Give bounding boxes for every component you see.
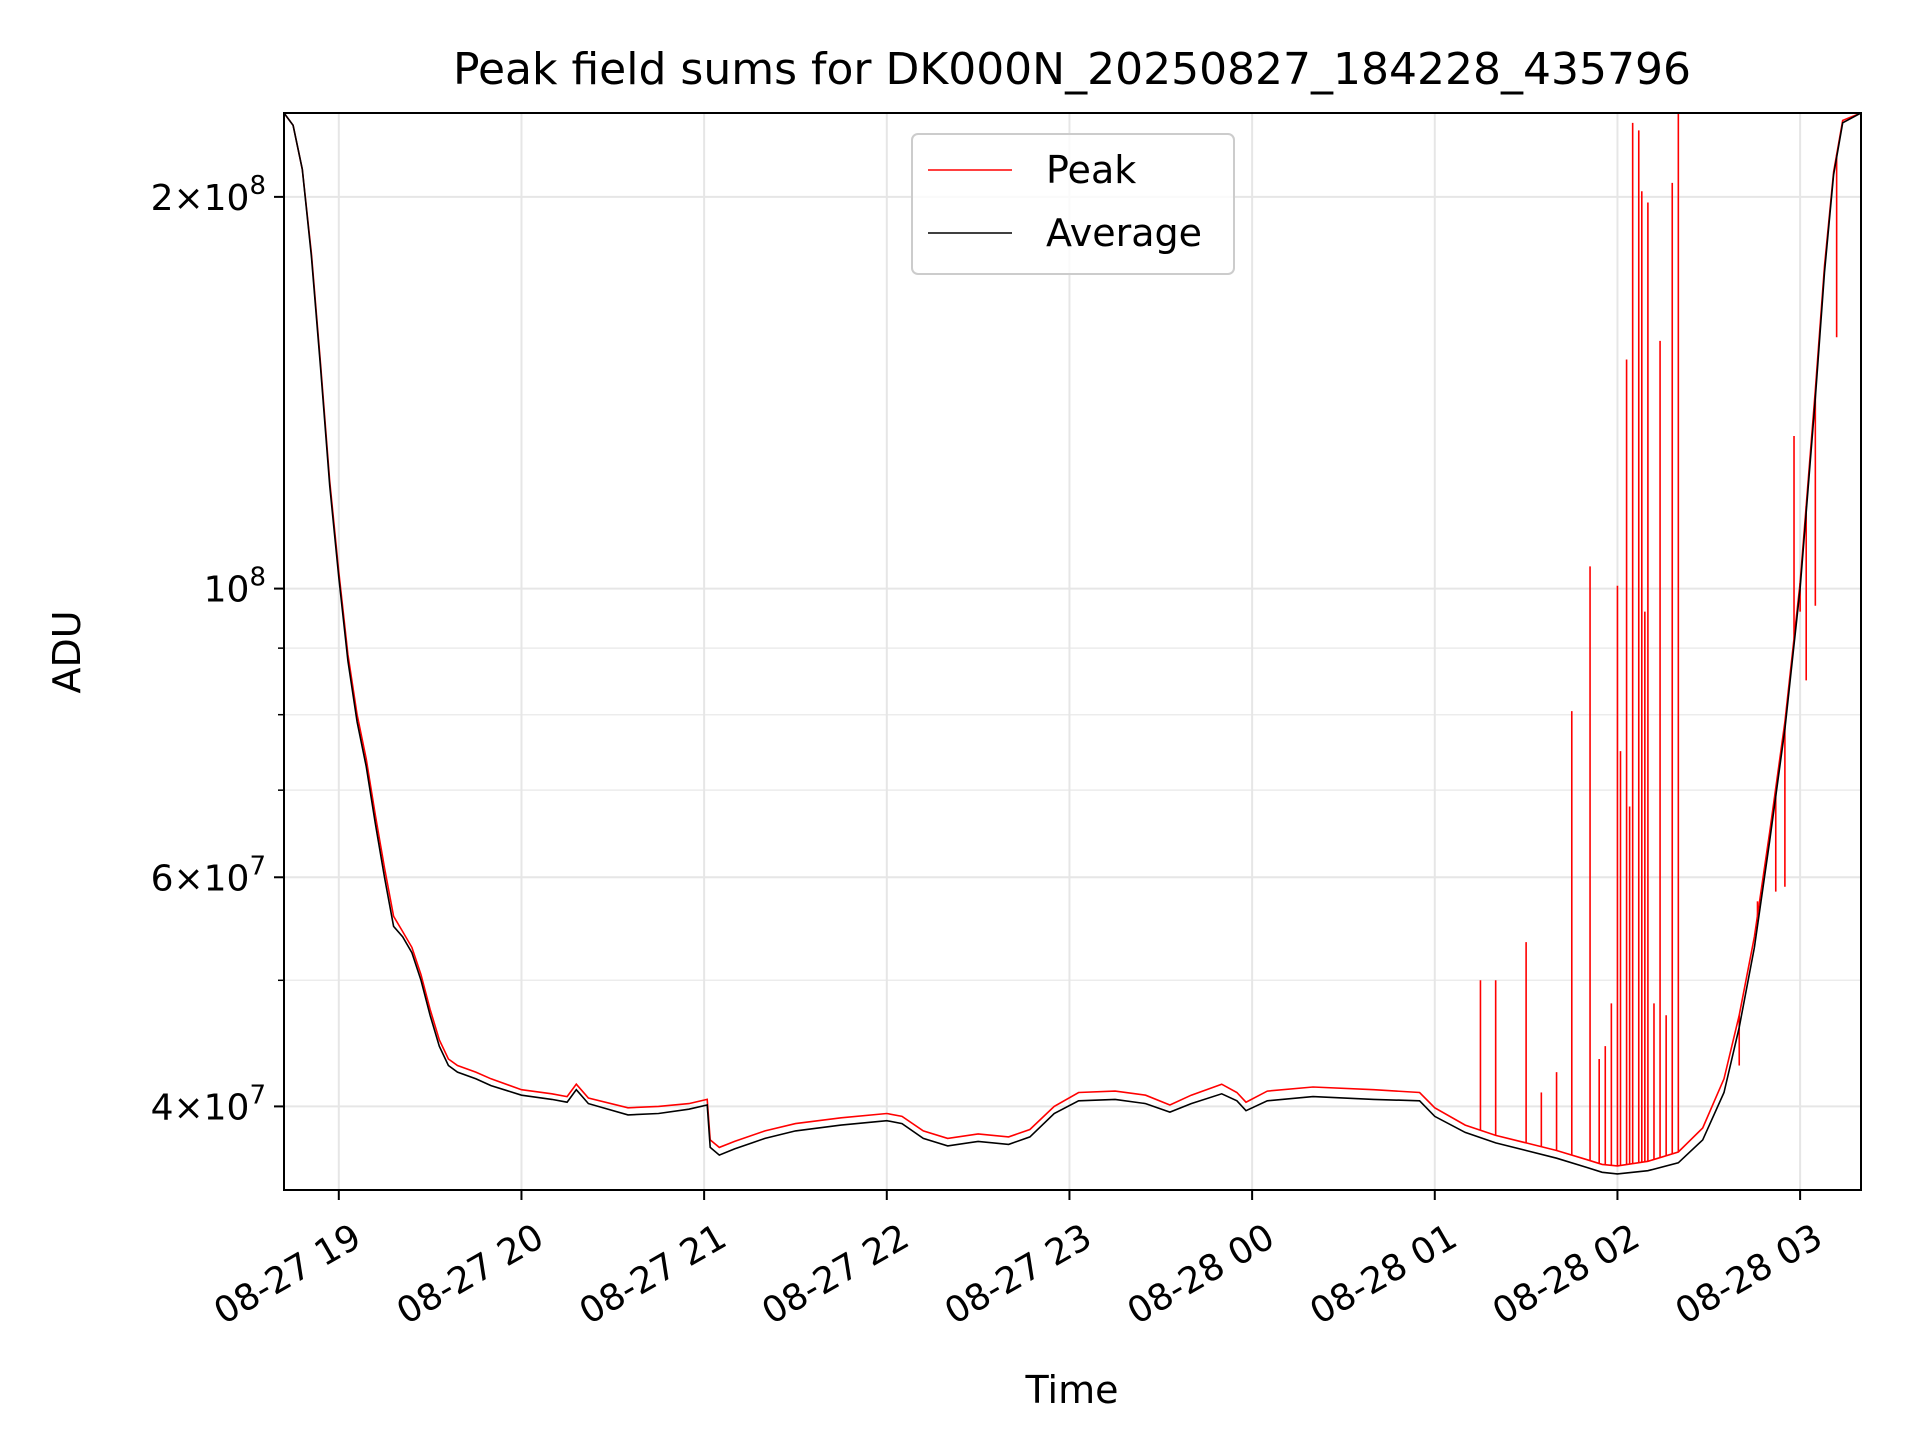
y-tick-label: 4×107 [151, 1080, 266, 1128]
legend-label-peak: Peak [1046, 148, 1136, 192]
series-line-peak [284, 113, 1861, 1167]
legend-box [911, 133, 1235, 275]
grid [284, 113, 1861, 1190]
legend: Peak Average [911, 133, 1235, 275]
chart-title: Peak field sums for DK000N_20250827_1842… [453, 44, 1691, 95]
series-line-average [284, 113, 1861, 1175]
x-axis-label: Time [1025, 1368, 1119, 1412]
legend-label-average: Average [1046, 211, 1202, 255]
plot-frame [283, 112, 1862, 1191]
series-layer [284, 113, 1861, 1175]
y-axis-label: ADU [45, 610, 89, 693]
y-tick-label: 2×108 [151, 171, 266, 219]
y-tick-label: 6×107 [151, 851, 266, 899]
y-tick-label: 108 [204, 563, 266, 611]
